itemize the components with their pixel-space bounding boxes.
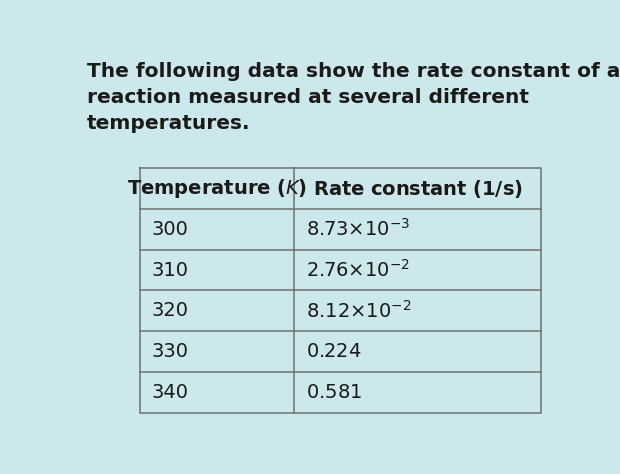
Text: $0.224$: $0.224$ <box>306 342 362 361</box>
Text: $8.12{\times}10^{-2}$: $8.12{\times}10^{-2}$ <box>306 300 412 322</box>
Text: 330: 330 <box>152 342 189 361</box>
Text: The following data show the rate constant of a
reaction measured at several diff: The following data show the rate constan… <box>87 63 620 133</box>
Text: 320: 320 <box>152 301 189 320</box>
Text: $2.76{\times}10^{-2}$: $2.76{\times}10^{-2}$ <box>306 259 410 281</box>
Text: $\mathbf{Rate\ constant\ (1/s)}$: $\mathbf{Rate\ constant\ (1/s)}$ <box>313 178 523 200</box>
Text: 340: 340 <box>152 383 189 402</box>
Text: $8.73{\times}10^{-3}$: $8.73{\times}10^{-3}$ <box>306 219 410 240</box>
Text: $\mathbf{Temperature\ (}$$\mathit{K}$$\mathbf{)}$: $\mathbf{Temperature\ (}$$\mathit{K}$$\m… <box>127 177 308 200</box>
Text: $0.581$: $0.581$ <box>306 383 363 402</box>
Text: 310: 310 <box>152 261 189 280</box>
Text: 300: 300 <box>152 220 189 239</box>
